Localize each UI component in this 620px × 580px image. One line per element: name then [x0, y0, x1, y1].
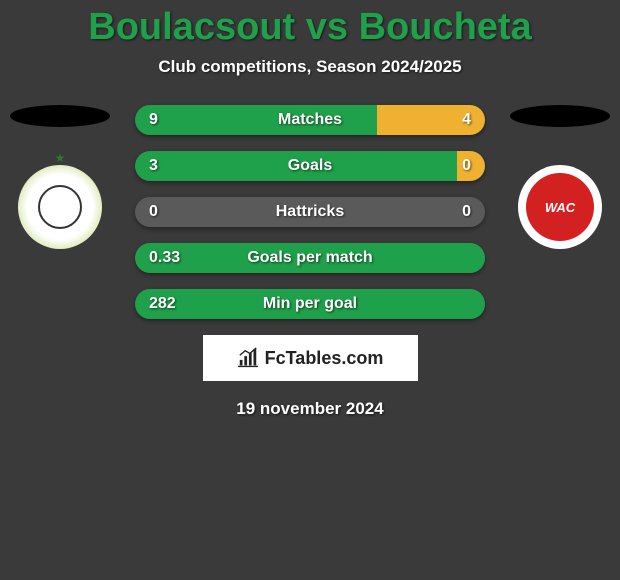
shadow-ellipse-left: [10, 105, 110, 127]
stat-row: 9Matches4: [135, 105, 485, 135]
ball-icon: [38, 185, 82, 229]
stat-label: Goals: [135, 157, 485, 175]
team-logo-right: WAC: [518, 165, 602, 249]
stat-row: 282Min per goal: [135, 289, 485, 319]
stats-list: 9Matches43Goals00Hattricks00.33Goals per…: [135, 105, 485, 319]
stat-row: 3Goals0: [135, 151, 485, 181]
bar-chart-icon: [237, 347, 259, 369]
star-icon: ★: [55, 151, 66, 165]
team-logo-left: ★: [18, 165, 102, 249]
comparison-panel: ★ WAC 9Matches43Goals00Hattricks00.33Goa…: [0, 105, 620, 419]
wac-badge: WAC: [526, 173, 594, 241]
comparison-date: 19 november 2024: [0, 399, 620, 419]
shadow-ellipse-right: [510, 105, 610, 127]
page-subtitle: Club competitions, Season 2024/2025: [0, 57, 620, 77]
page-title: Boulacsout vs Boucheta: [0, 0, 620, 49]
stat-label: Matches: [135, 111, 485, 129]
branding-text: FcTables.com: [265, 348, 384, 369]
stat-label: Min per goal: [135, 295, 485, 313]
branding-badge: FcTables.com: [203, 335, 418, 381]
stat-label: Goals per match: [135, 249, 485, 267]
stat-value-right: 0: [462, 203, 471, 221]
stat-row: 0.33Goals per match: [135, 243, 485, 273]
stat-row: 0Hattricks0: [135, 197, 485, 227]
stat-value-right: 4: [462, 111, 471, 129]
stat-label: Hattricks: [135, 203, 485, 221]
stat-value-right: 0: [462, 157, 471, 175]
